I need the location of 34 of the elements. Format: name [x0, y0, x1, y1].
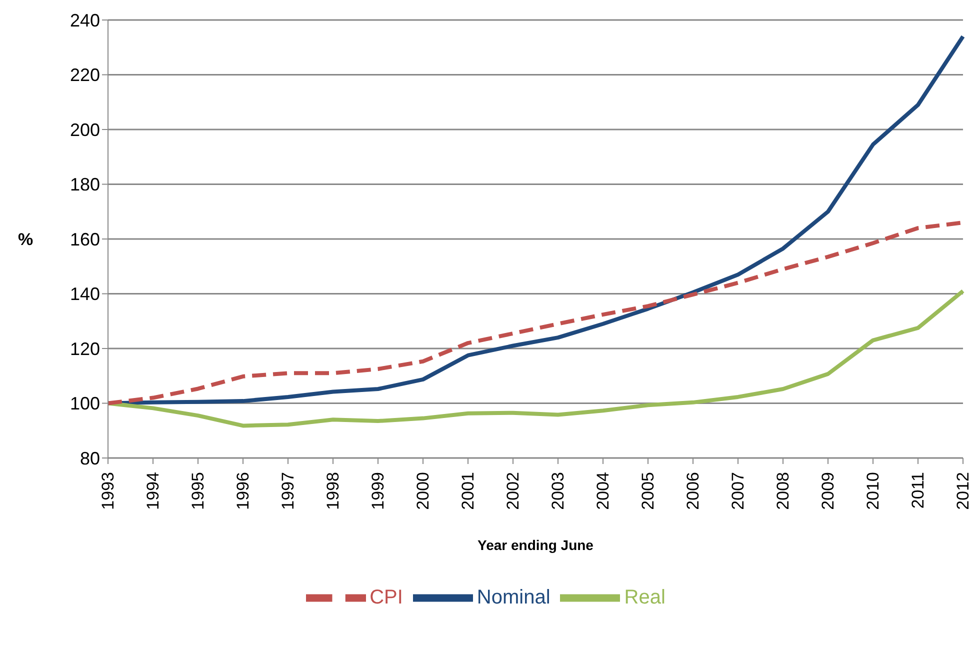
- y-tick-label: 180: [70, 174, 100, 195]
- y-tick-label: 160: [70, 229, 100, 250]
- y-axis-title: %: [18, 230, 34, 250]
- legend-label: Real: [624, 586, 666, 608]
- x-tick-label: 2001: [458, 472, 478, 510]
- x-tick-label: 1993: [98, 472, 118, 510]
- x-tick-label: 2003: [548, 472, 568, 510]
- y-tick-label: 240: [70, 10, 100, 30]
- legend-label: CPI: [370, 586, 403, 608]
- x-tick-label: 2008: [774, 472, 792, 510]
- x-tick-label: 2006: [684, 472, 702, 510]
- y-tick-label: 200: [70, 120, 100, 140]
- x-tick-label: 1997: [278, 472, 298, 510]
- x-tick-label: 1996: [234, 472, 252, 510]
- x-tick-label: 2011: [908, 472, 928, 509]
- x-tick-label: 2000: [414, 472, 432, 510]
- y-tick-label: 140: [70, 284, 100, 304]
- x-tick-label: 1994: [144, 472, 162, 510]
- y-tick-label: 100: [70, 394, 100, 414]
- x-tick-label: 1995: [188, 472, 208, 510]
- x-tick-label: 2012: [954, 472, 972, 510]
- x-tick-label: 2009: [818, 472, 838, 510]
- x-axis-title: Year ending June: [478, 537, 594, 553]
- y-tick-label: 80: [80, 448, 100, 468]
- y-tick-label: 120: [70, 338, 100, 359]
- x-tick-label: 1999: [368, 472, 388, 510]
- x-tick-label: 2004: [594, 472, 612, 510]
- legend-label: Nominal: [476, 586, 550, 608]
- x-tick-label: 2010: [864, 472, 882, 510]
- x-tick-label: 2007: [728, 472, 748, 510]
- x-tick-label: 2005: [638, 472, 658, 510]
- x-tick-label: 2002: [504, 472, 522, 510]
- y-tick-label: 220: [70, 65, 100, 86]
- x-tick-label: 1998: [324, 472, 342, 510]
